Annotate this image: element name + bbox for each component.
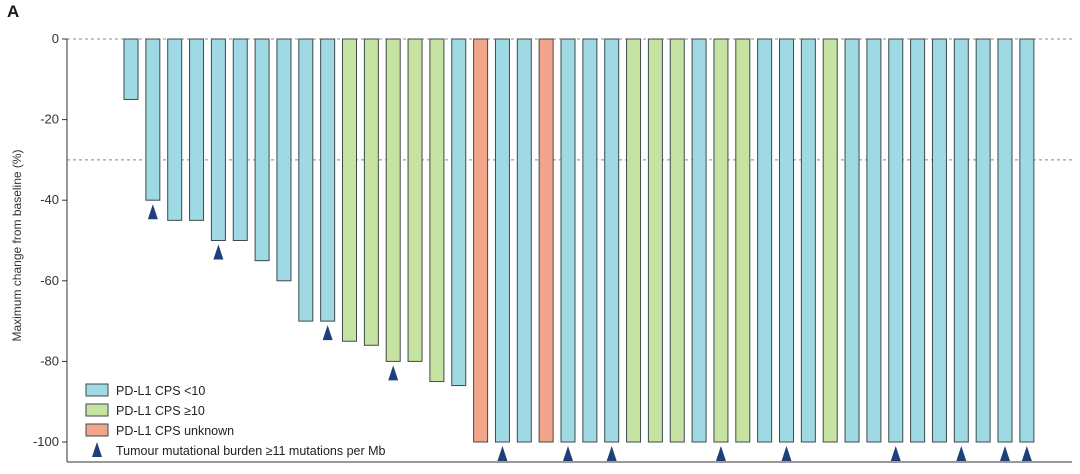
legend-label-cps-unknown: PD-L1 CPS unknown (116, 424, 234, 438)
bar (407, 38, 423, 362)
bar (626, 38, 642, 443)
tmb-markers (147, 204, 1032, 461)
bar (1019, 38, 1035, 443)
tmb-marker-triangle (1021, 446, 1032, 461)
bar (538, 38, 554, 443)
bar (298, 38, 314, 322)
bar (779, 38, 794, 443)
bar (494, 38, 510, 443)
tmb-marker-triangle (1000, 446, 1010, 461)
bar (342, 38, 357, 342)
y-tick-label: -80 (40, 353, 59, 368)
tmb-marker-triangle (147, 204, 158, 220)
y-tick-label: -60 (40, 273, 59, 288)
bar (800, 38, 816, 443)
legend-swatch-cps-unknown (85, 423, 109, 437)
tmb-marker-triangle (388, 365, 399, 381)
bar (669, 38, 685, 443)
bar (123, 38, 139, 100)
bar (735, 38, 751, 443)
panel-label: A (7, 2, 20, 21)
bar (451, 38, 467, 387)
bar (473, 38, 489, 443)
tmb-marker-triangle (956, 446, 967, 461)
tmb-marker-triangle (715, 446, 726, 461)
y-tick-label: 0 (52, 31, 59, 46)
y-axis-title: Maximum change from baseline (%) (10, 149, 24, 341)
legend-swatch-cps-lt10 (85, 383, 109, 397)
bar-series (123, 38, 1035, 443)
bar (560, 38, 576, 443)
bar (167, 38, 183, 221)
tmb-marker-triangle (890, 446, 901, 461)
bar (975, 38, 991, 443)
bar (189, 38, 205, 221)
bar (997, 38, 1013, 443)
legend-label-cps-ge10: PD-L1 CPS ≥10 (116, 404, 205, 418)
bar (254, 38, 270, 262)
bar (232, 38, 248, 241)
legend-label-tmb: Tumour mutational burden ≥11 mutations p… (116, 444, 386, 458)
bar (931, 38, 947, 443)
legend-tmb-marker-icon (92, 442, 102, 457)
bar (582, 38, 598, 443)
bar (822, 38, 838, 443)
bar (713, 38, 729, 443)
tmb-marker-triangle (606, 446, 617, 461)
bar (210, 38, 226, 241)
bar (385, 38, 401, 362)
bar (757, 38, 773, 443)
tmb-marker-triangle (497, 446, 508, 461)
bar (953, 38, 969, 443)
axes: 0 -20 -40 -60 -80 -100 Maximum change from bas… (10, 31, 1072, 463)
y-tick-label: -100 (33, 434, 59, 449)
tmb-marker-triangle (781, 446, 792, 461)
legend: PD-L1 CPS <10 PD-L1 CPS ≥10 PD-L1 CPS unkn… (85, 383, 386, 458)
legend-label-cps-lt10: PD-L1 CPS <10 (116, 384, 205, 398)
bar (516, 38, 532, 443)
tmb-marker-triangle (322, 325, 333, 341)
bar (320, 38, 336, 322)
bar (844, 38, 860, 443)
bar (888, 38, 904, 443)
y-tick-label: -20 (40, 112, 59, 127)
bar (604, 38, 620, 443)
bar (691, 38, 707, 443)
tmb-marker-triangle (563, 446, 573, 461)
tmb-marker-triangle (213, 244, 224, 260)
bar (910, 38, 926, 443)
bar (866, 38, 882, 443)
bar (647, 38, 663, 443)
bar (145, 38, 161, 201)
bar (429, 38, 445, 383)
legend-swatch-cps-ge10 (85, 403, 109, 417)
bar (276, 38, 292, 282)
bar (363, 38, 379, 346)
y-tick-label: -40 (40, 192, 59, 207)
